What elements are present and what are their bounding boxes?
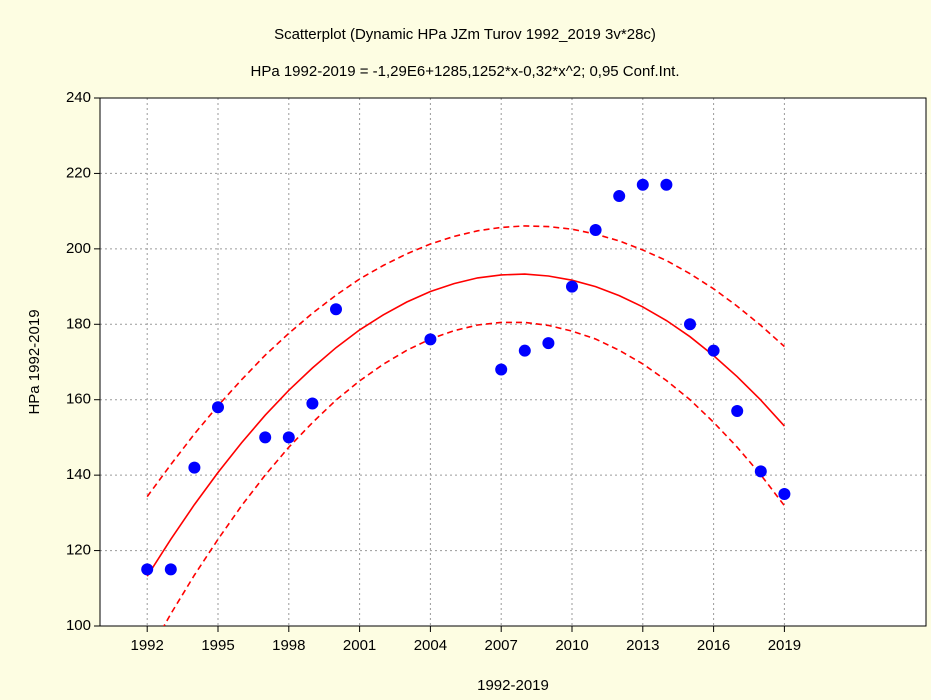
chart-subtitle: HPa 1992-2019 = -1,29E6+1285,1252*x-0,32… — [250, 63, 679, 80]
x-tick-label: 2016 — [697, 637, 730, 654]
data-point — [542, 337, 555, 350]
x-tick-label: 2013 — [626, 637, 659, 654]
data-point — [589, 224, 602, 236]
data-point — [306, 397, 319, 410]
y-tick-label: 100 — [66, 617, 91, 634]
y-tick-label: 140 — [66, 466, 91, 483]
x-tick-label: 1992 — [131, 637, 164, 654]
y-axis-label: HPa 1992-2019 — [26, 309, 43, 414]
data-point — [613, 190, 626, 203]
data-point — [141, 563, 154, 576]
x-tick-label: 1998 — [272, 637, 305, 654]
y-tick-label: 200 — [66, 240, 91, 257]
data-point — [518, 344, 531, 357]
y-tick-label: 220 — [66, 164, 91, 181]
data-point — [684, 318, 696, 331]
confidence-upper — [146, 225, 785, 498]
x-tick-label: 2007 — [485, 637, 518, 654]
data-point — [636, 178, 649, 191]
data-point — [212, 401, 224, 414]
data-point — [731, 405, 744, 418]
x-tick-label: 2019 — [768, 637, 801, 654]
data-point — [754, 465, 767, 478]
data-point — [778, 488, 791, 500]
y-tick-label: 120 — [66, 542, 91, 559]
chart-title: Scatterplot (Dynamic HPa JZm Turov 1992_… — [274, 26, 656, 43]
data-point — [188, 461, 201, 474]
x-tick-label: 1995 — [201, 637, 234, 654]
x-axis-label: 1992-2019 — [477, 677, 549, 694]
data-point — [495, 363, 508, 376]
data-point — [259, 431, 272, 444]
data-point — [566, 280, 578, 293]
x-tick-label: 2004 — [414, 637, 447, 654]
plot-area — [100, 98, 926, 626]
data-point — [282, 431, 295, 444]
x-tick-label: 2010 — [555, 637, 588, 654]
data-point — [707, 344, 720, 357]
plot-border — [99, 97, 927, 627]
data-point — [660, 178, 673, 191]
y-tick-label: 180 — [66, 315, 91, 332]
data-point — [164, 563, 177, 576]
y-tick-label: 240 — [66, 89, 91, 106]
x-tick-label: 2001 — [343, 637, 376, 654]
data-point — [330, 303, 342, 316]
y-tick-label: 160 — [66, 391, 91, 408]
fit-line — [146, 273, 785, 577]
data-point — [424, 333, 437, 346]
